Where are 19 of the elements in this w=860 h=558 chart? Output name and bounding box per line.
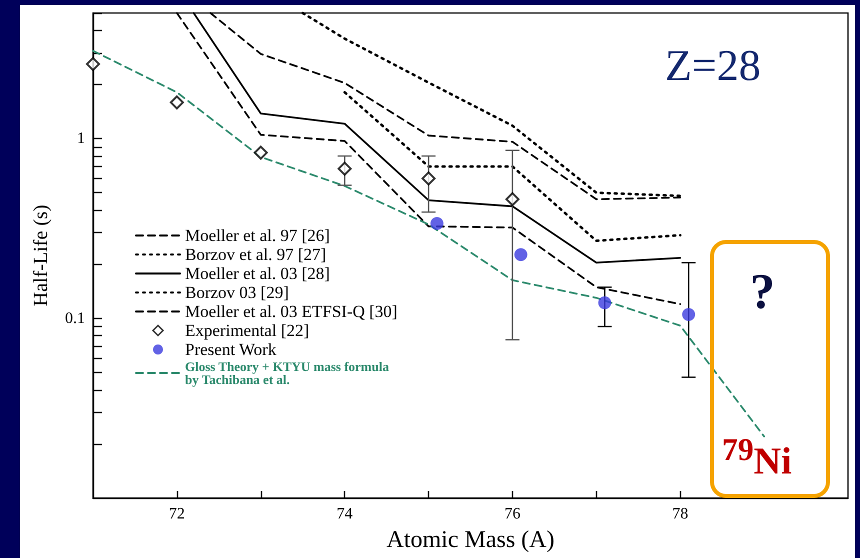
legend-label: Moeller et al. 03 ETFSI-Q [30] bbox=[185, 302, 398, 321]
legend-label: Gloss Theory + KTYU mass formula by Tachibana et al. bbox=[185, 359, 390, 387]
x-tick-label: 78 bbox=[672, 506, 688, 522]
y-axis-title: Half-Life (s) bbox=[30, 204, 52, 306]
legend-label: Moeller et al. 97 [26] bbox=[185, 226, 330, 245]
y-tick-label: 1 bbox=[77, 130, 85, 148]
x-tick-label: 72 bbox=[168, 506, 185, 522]
legend-label: Borzov et al. 97 [27] bbox=[185, 245, 326, 264]
legend-label: Experimental [22] bbox=[185, 321, 310, 340]
legend-label: Present Work bbox=[185, 340, 277, 359]
y-tick-label: 0.1 bbox=[65, 310, 85, 327]
annotation: $^{79}$Ni bbox=[722, 432, 792, 484]
legend-label: Borzov 03 [29] bbox=[185, 283, 289, 302]
annotation: Z=28 bbox=[665, 40, 761, 91]
annotation: ? bbox=[750, 262, 775, 320]
x-axis-title: Atomic Mass (A) bbox=[386, 527, 554, 553]
x-tick-label: 74 bbox=[336, 506, 353, 522]
legend-label: Moeller et al. 03 [28] bbox=[185, 264, 330, 283]
x-tick-label: 76 bbox=[504, 506, 520, 522]
